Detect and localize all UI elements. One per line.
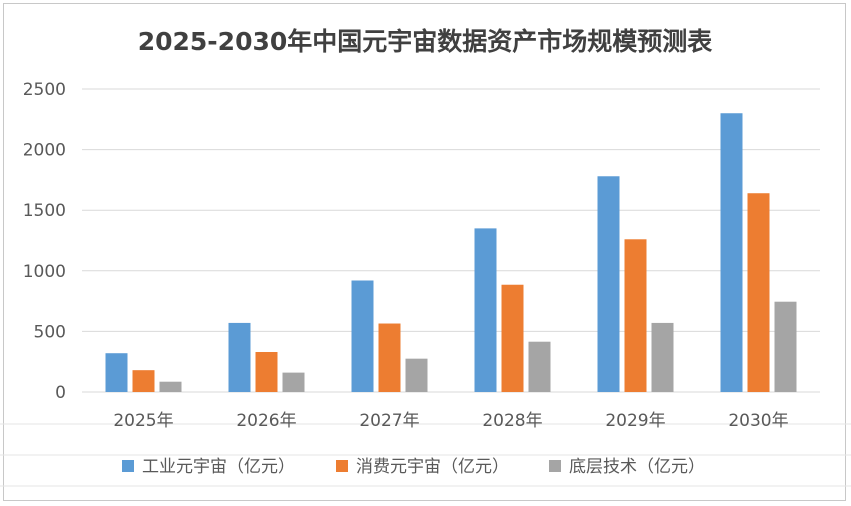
chart-frame <box>3 3 846 501</box>
bar-2-3 <box>378 323 401 392</box>
y-tick-label: 1000 <box>23 262 66 282</box>
bar-1-1 <box>105 353 128 392</box>
bar-3-3 <box>405 358 428 392</box>
y-axis-ticks: 0 500 1000 1500 2000 2500 <box>23 80 66 403</box>
bar-3-4 <box>528 341 551 392</box>
x-tick-label: 2026年 <box>236 411 296 431</box>
bar-1-5 <box>597 176 620 392</box>
y-tick-label: 500 <box>34 322 66 342</box>
legend: 工业元宇宙（亿元） 消费元宇宙（亿元） 底层技术（亿元） <box>122 457 705 477</box>
x-tick-label: 2028年 <box>482 411 542 431</box>
legend-swatch <box>549 460 561 472</box>
bar-3-2 <box>282 372 305 392</box>
legend-label: 底层技术（亿元） <box>569 457 705 477</box>
x-tick-label: 2027年 <box>359 411 419 431</box>
legend-label: 消费元宇宙（亿元） <box>356 457 509 477</box>
bar-2-1 <box>132 370 155 392</box>
y-tick-label: 2000 <box>23 141 66 161</box>
gridlines <box>0 88 851 487</box>
chart-title: 2025-2030年中国元宇宙数据资产市场规模预测表 <box>138 27 714 56</box>
bar-2-2 <box>255 352 278 392</box>
legend-swatch <box>336 460 348 472</box>
y-tick-label: 2500 <box>23 80 66 100</box>
y-tick-label: 1500 <box>23 201 66 221</box>
bar-1-6 <box>720 113 743 393</box>
bars <box>105 113 797 393</box>
bar-1-2 <box>228 322 251 392</box>
bar-3-6 <box>774 301 797 392</box>
x-axis-ticks: 2025年 2026年 2027年 2028年 2029年 2030年 <box>113 411 788 431</box>
bar-3-1 <box>159 381 182 392</box>
x-tick-label: 2029年 <box>605 411 665 431</box>
bar-1-4 <box>474 228 497 392</box>
legend-swatch <box>122 460 134 472</box>
y-tick-label: 0 <box>55 383 66 403</box>
bar-1-3 <box>351 280 374 392</box>
bar-2-5 <box>624 239 647 392</box>
bar-2-6 <box>747 193 770 392</box>
x-tick-label: 2025年 <box>113 411 173 431</box>
legend-label: 工业元宇宙（亿元） <box>142 457 295 477</box>
bar-3-5 <box>651 322 674 392</box>
x-tick-label: 2030年 <box>728 411 788 431</box>
bar-2-4 <box>501 284 524 392</box>
